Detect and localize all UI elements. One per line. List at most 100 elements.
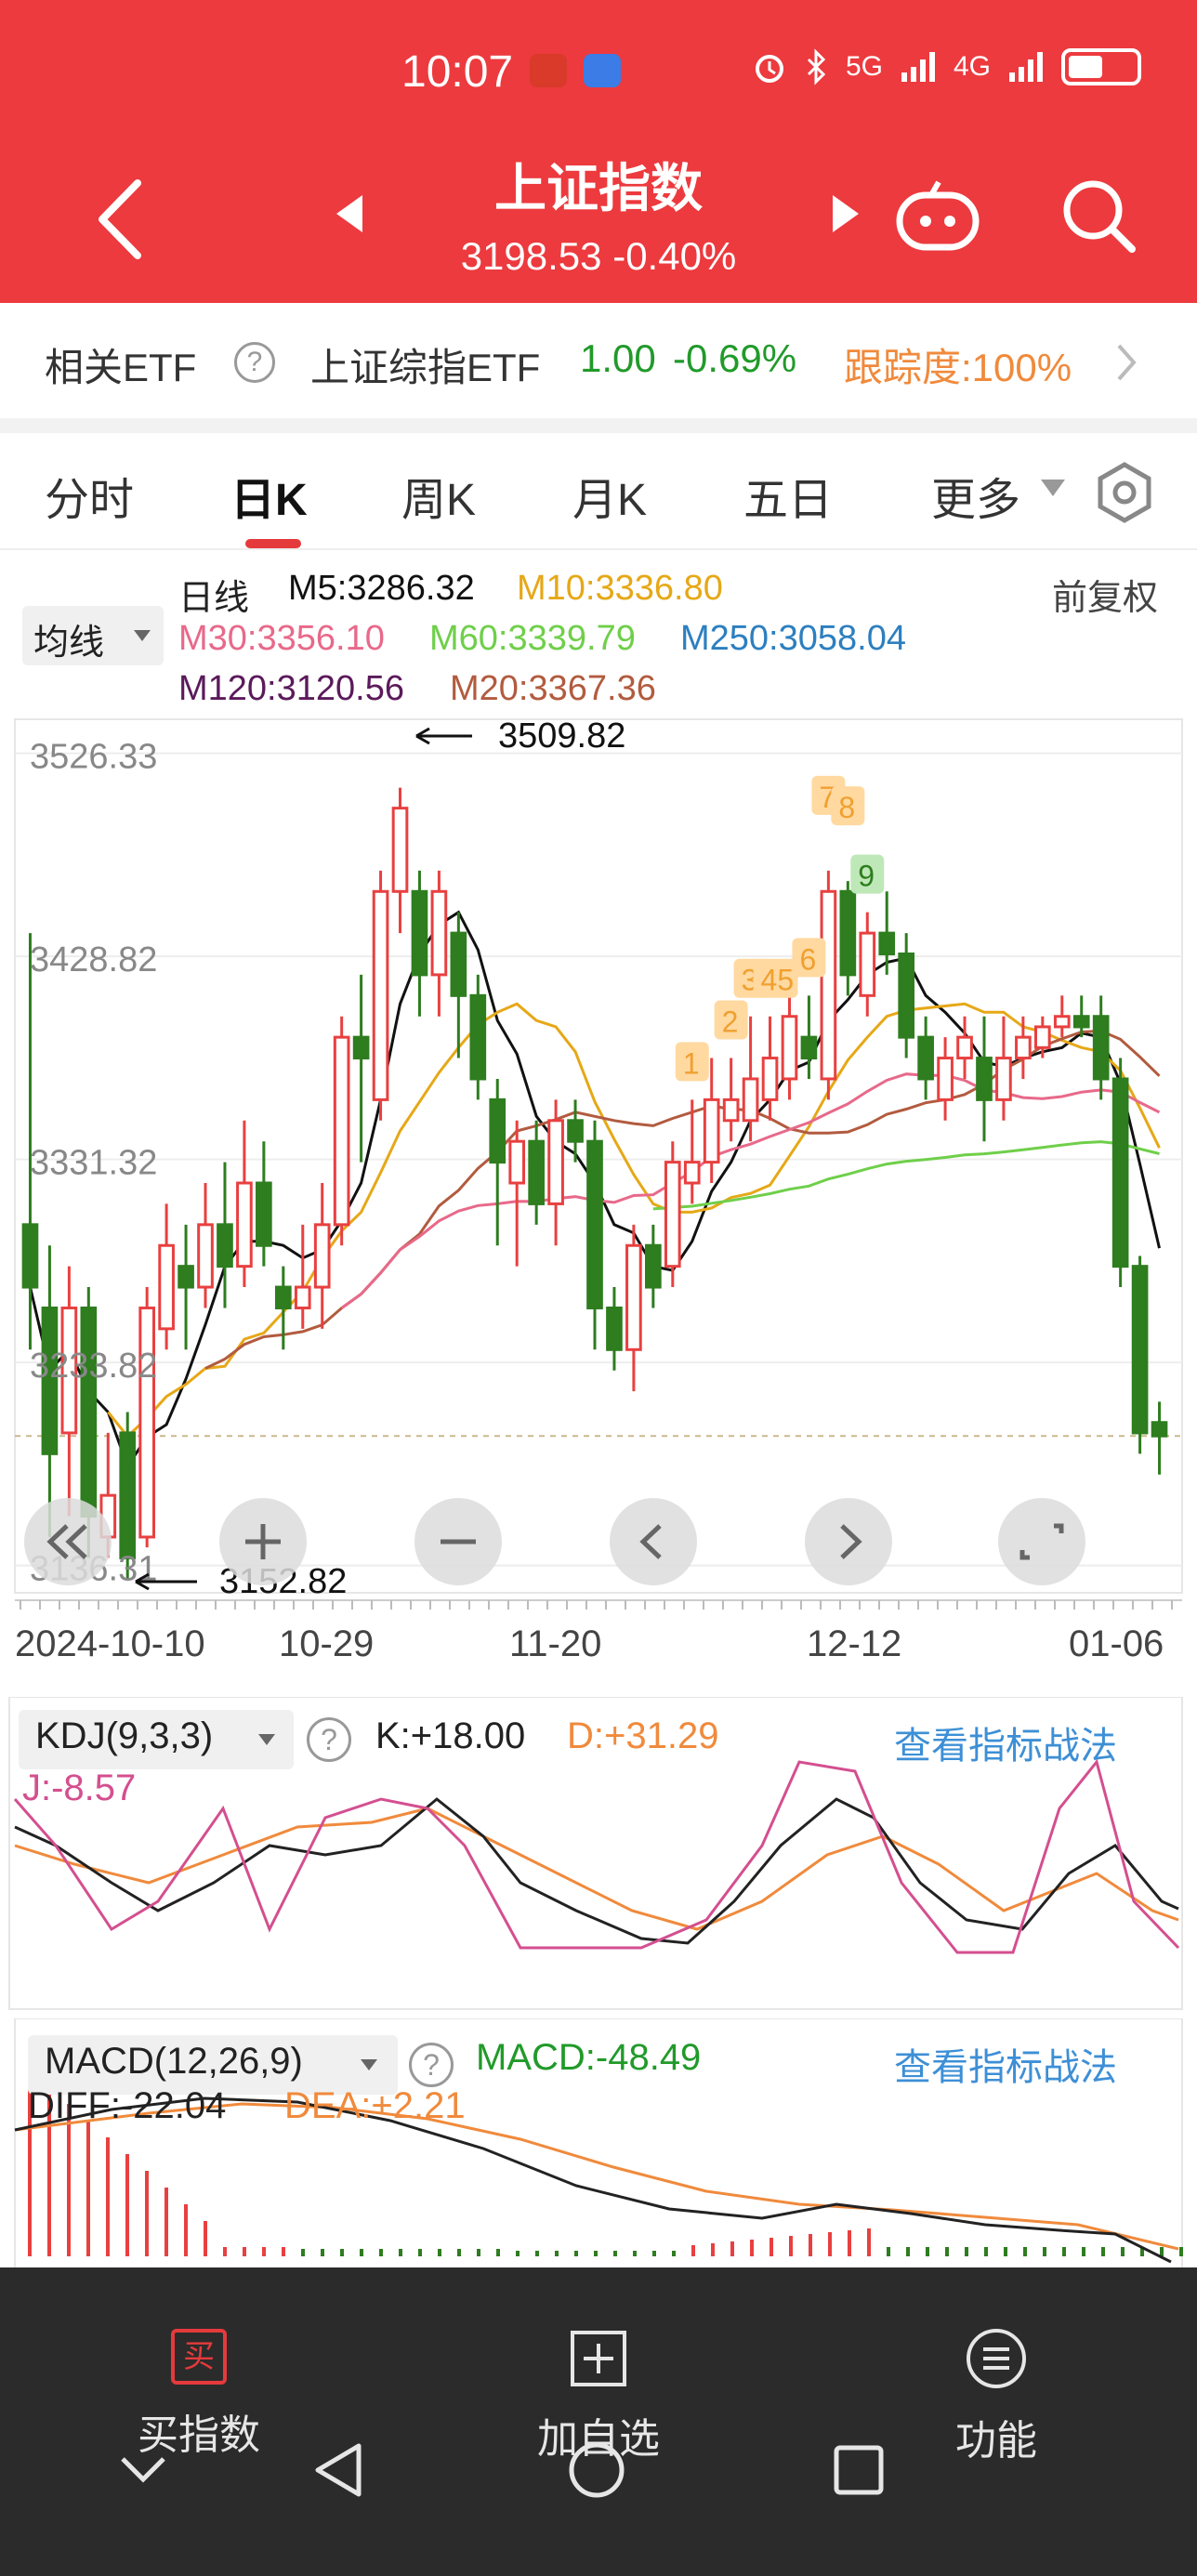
legend-m250: M250:3058.04 [680,619,906,658]
section-divider [0,418,1197,433]
candle-body [878,931,896,956]
candle-body [722,1097,740,1123]
signal-icon-2 [1009,52,1043,82]
macd-strategy-link[interactable]: 查看指标战法 [894,2047,1117,2088]
td-marker-box [792,938,826,978]
high-value-label: 3509.82 [498,716,625,756]
zoom-in-button[interactable] [219,1498,307,1585]
etf-help-icon[interactable]: ? [234,342,275,383]
macd-histogram-bar [457,2249,461,2256]
period-tabs: 分时 日K 周K 月K 五日 更多 [0,433,1197,550]
tab-monthly-k[interactable]: 月K [572,476,648,525]
tab-five-day[interactable]: 五日 [743,476,834,525]
macd-histogram-bar [282,2247,285,2256]
double-chevron-left-icon [46,1524,87,1559]
x-tick-label: 2024-10-10 [15,1623,205,1664]
chevron-down-icon[interactable] [117,2451,169,2489]
functions-button[interactable]: 功能 [894,2295,1098,2466]
legend-period: 日线 [178,579,250,618]
candle-body [41,1306,59,1455]
candle-body [645,1243,662,1289]
legend-adjust[interactable]: 前复权 [1052,579,1159,618]
prev-index-icon[interactable] [333,191,366,236]
tab-intraday[interactable]: 分时 [45,476,135,525]
legend-m30: M30:3356.10 [178,619,385,658]
tab-weekly-k[interactable]: 周K [401,476,477,525]
tab-daily-k[interactable]: 日K [230,476,308,525]
kdj-panel[interactable]: KDJ(9,3,3) ? K:+18.00 D:+31.29 查看指标战法 J:… [0,1696,1197,2013]
system-back-icon[interactable] [312,2440,364,2500]
zoom-out-button[interactable] [414,1498,502,1585]
macd-histogram-bar [633,2251,637,2256]
x-tick-label: 10-29 [279,1623,374,1664]
candle-body [1131,1265,1149,1435]
macd-histogram-bar [1140,2247,1144,2256]
settings-hexagon-icon[interactable] [1093,461,1156,524]
macd-histogram-bar [594,2251,598,2256]
kdj-strategy-link[interactable]: 查看指标战法 [894,1726,1117,1767]
candle-body [586,1139,603,1309]
chevron-left-icon [639,1524,662,1559]
legend-m20: M20:3367.36 [450,669,656,708]
y-tick-label: 3331.32 [30,1144,157,1183]
macd-histogram-bar [399,2249,402,2256]
ma-select[interactable]: 均线 [22,606,164,665]
next-index-icon[interactable] [829,191,862,236]
kdj-select[interactable] [19,1710,294,1769]
macd-histogram-bar [1082,2247,1085,2256]
legend-m10: M10:3336.80 [517,569,723,608]
system-home-icon[interactable] [567,2440,626,2500]
high-annotation: 3509.82 [415,716,625,756]
add-watchlist-button[interactable]: 加自选 [496,2295,701,2464]
kdj-help-icon[interactable]: ? [307,1717,351,1762]
add-watchlist-label: 加自选 [537,2416,660,2462]
macd-histogram-bar [67,2104,71,2256]
legend-m120: M120:3120.56 [178,669,404,708]
candle-body [197,1223,214,1289]
macd-histogram-bar [243,2247,246,2256]
macd-histogram-bar [770,2238,773,2256]
candle-body [995,1057,1012,1101]
scroll-left-fast-button[interactable] [24,1498,112,1585]
robot-assistant-icon[interactable] [894,178,981,253]
macd-histogram-bar [1101,2247,1105,2256]
back-arrow-icon[interactable] [93,175,149,264]
alarm-icon [755,55,783,83]
candle-body [781,1015,798,1081]
candle-body [1015,1035,1032,1060]
candle-body [313,1223,331,1289]
plus-icon [245,1524,281,1559]
system-recents-icon[interactable] [831,2442,887,2498]
candle-body [839,889,857,977]
x-tick-label: 11-20 [509,1623,601,1664]
buy-index-button[interactable]: 买 买指数 [97,2295,301,2461]
macd-histogram-bar [789,2236,793,2256]
app-notification-icon-2 [584,54,621,87]
macd-histogram-bar [321,2249,324,2256]
scroll-left-button[interactable] [610,1498,697,1585]
candle-body [411,889,428,977]
macd-select[interactable] [28,2035,398,2095]
candle-body [21,1223,39,1289]
tab-more[interactable]: 更多 [931,476,1021,525]
macd-histogram-bar [848,2230,851,2256]
td-marker-label: 6 [799,942,816,976]
candle-body [333,1035,350,1227]
fullscreen-button[interactable] [998,1498,1085,1585]
related-etf-row[interactable]: 相关ETF ? 上证综指ETF 1.00 -0.69% 跟踪度:100% [0,303,1197,420]
network-4g: 4G [953,51,991,82]
candle-body [1151,1421,1168,1438]
signal-icon [901,52,935,82]
search-icon[interactable] [1059,177,1138,255]
candle-body [60,1306,78,1435]
macd-panel[interactable]: MACD(12,26,9) ? MACD:-48.49 查看指标战法 DIFF:… [0,2018,1197,2271]
macd-histogram-bar [750,2240,754,2256]
macd-histogram-bar [1004,2247,1007,2256]
grid-lines [15,752,1182,1567]
kdj-j-line [13,1758,1180,1954]
candle-body [372,889,389,1101]
scroll-right-button[interactable] [805,1498,892,1585]
macd-help-icon[interactable]: ? [409,2043,454,2087]
